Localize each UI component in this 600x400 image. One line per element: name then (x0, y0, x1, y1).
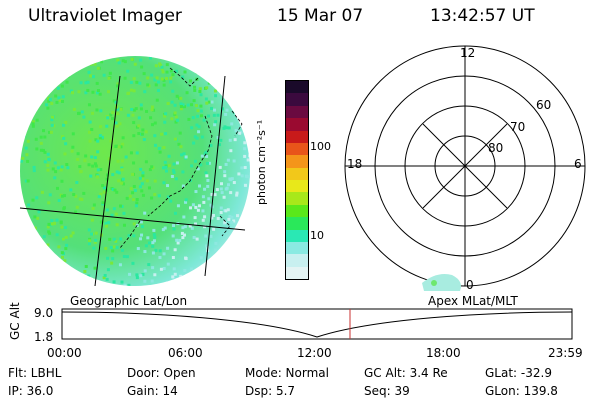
colorbar-segment (286, 192, 308, 205)
timeline-x-1800: 18:00 (426, 346, 461, 360)
colorbar-unit-label: photon cm⁻²s⁻¹ (255, 119, 268, 205)
colorbar-segment (286, 155, 308, 168)
timeline-x-2359: 23:59 (548, 346, 583, 360)
ip-info: IP: 36.0 (8, 384, 54, 398)
colorbar-segment (286, 204, 308, 218)
colorbar-segment (286, 81, 308, 94)
door-info: Door: Open (127, 366, 196, 380)
colorbar-segment (286, 93, 308, 106)
colorbar-segment (286, 241, 308, 255)
colorbar-segment (286, 254, 308, 267)
colorbar (285, 80, 309, 280)
colorbar-segment (286, 167, 308, 180)
filter-info: Flt: LBHL (8, 366, 62, 380)
polar-ring-80: 80 (488, 141, 504, 155)
colorbar-segment (286, 142, 308, 156)
polar-label-left: 18 (347, 157, 363, 171)
timeline-y-max: 9.0 (34, 306, 54, 320)
mode-info: Mode: Normal (245, 366, 329, 380)
gc-alt-info: GC Alt: 3.4 Re (364, 366, 448, 380)
colorbar-segment (286, 118, 308, 131)
uv-image (19, 56, 250, 287)
gain-info: Gain: 14 (127, 384, 178, 398)
polar-ring-60: 60 (536, 98, 552, 112)
geographic-label: Geographic Lat/Lon (70, 294, 188, 308)
timeline-x-0600: 06:00 (168, 346, 203, 360)
time-label: 13:42:57 UT (430, 6, 535, 26)
colorbar-segment (286, 217, 308, 230)
altitude-timeline (61, 308, 573, 340)
dsp-info: Dsp: 5.7 (245, 384, 296, 398)
timeline-y-min: 1.8 (34, 330, 54, 344)
polar-label-right: 6 (574, 157, 582, 171)
instrument-title: Ultraviolet Imager (28, 6, 182, 26)
polar-label-top: 12 (460, 46, 476, 60)
colorbar-segment (286, 130, 308, 143)
polar-label-bottom: 0 (466, 278, 474, 292)
colorbar-tick-10: 10 (310, 229, 324, 242)
timeline-axis-title: GC Alt (8, 302, 22, 340)
date-label: 15 Mar 07 (277, 6, 364, 26)
polar-ring-70: 70 (510, 120, 526, 134)
apex-label: Apex MLat/MLT (428, 294, 518, 308)
seq-info: Seq: 39 (364, 384, 410, 398)
colorbar-segment (286, 105, 308, 119)
colorbar-segment (286, 266, 308, 279)
timeline-x-1200: 12:00 (297, 346, 332, 360)
colorbar-segment (286, 180, 308, 193)
colorbar-tick-100: 100 (310, 140, 331, 153)
timeline-x-0000: 00:00 (47, 346, 82, 360)
glon-info: GLon: 139.8 (485, 384, 558, 398)
polar-mlat-mlt-plot (344, 45, 586, 291)
glat-info: GLat: -32.9 (485, 366, 552, 380)
colorbar-segment (286, 229, 308, 242)
